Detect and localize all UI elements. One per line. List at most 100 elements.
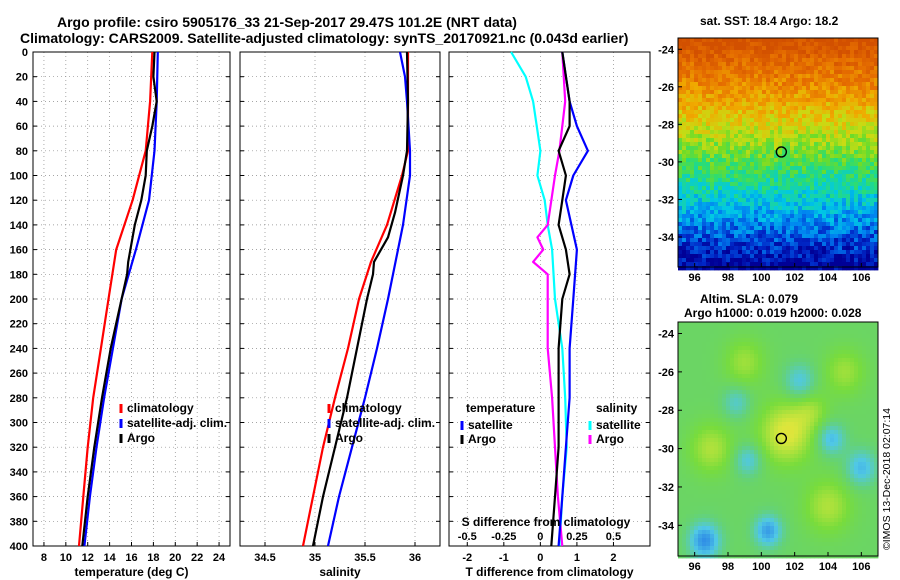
sst-map-cell [822, 238, 827, 243]
sst-map-cell [722, 258, 727, 263]
sla-map-cell [874, 442, 879, 447]
sst-map-cell [678, 234, 683, 239]
sst-map-cell [782, 234, 787, 239]
sla-map-cell [790, 398, 795, 403]
sla-map-cell [742, 358, 747, 363]
sla-map-cell [846, 398, 851, 403]
sla-map-cell [758, 374, 763, 379]
sla-map-cell [806, 346, 811, 351]
sla-map-cell [750, 338, 755, 343]
sla-map-cell [846, 366, 851, 371]
sst-map-cell [838, 218, 843, 223]
sla-map-cell [718, 454, 723, 459]
sst-map-cell [726, 62, 731, 67]
sst-map-cell [870, 234, 875, 239]
sst-map-cell [722, 254, 727, 259]
sst-map-cell [858, 206, 863, 211]
sst-map-cell [798, 82, 803, 87]
sst-map-cell [862, 214, 867, 219]
sst-map-cell [802, 58, 807, 63]
sla-map-cell [862, 390, 867, 395]
sst-map-cell [822, 242, 827, 247]
sst-map-cell [790, 38, 795, 43]
temperature-axis-label: temperature (deg C) [74, 565, 188, 579]
sst-map-cell [730, 38, 735, 43]
sst-map-cell [750, 226, 755, 231]
sla-map-cell [806, 422, 811, 427]
sst-map-cell [766, 150, 771, 155]
sst-map-cell [722, 166, 727, 171]
sst-map-cell [786, 102, 791, 107]
sst-map-cell [846, 46, 851, 51]
sla-map-cell [678, 442, 683, 447]
sla-map-cell [846, 374, 851, 379]
sla-map-cell [690, 378, 695, 383]
sla-map-cell [694, 350, 699, 355]
sst-map-cell [874, 118, 879, 123]
sst-map-cell [794, 94, 799, 99]
sst-map-cell [854, 66, 859, 71]
sst-map-cell [678, 166, 683, 171]
sla-map-cell [762, 402, 767, 407]
sla-map-cell [854, 446, 859, 451]
sst-map-cell [862, 50, 867, 55]
sla-map-cell [686, 362, 691, 367]
sst-map-cell [774, 178, 779, 183]
sla-map-cell [798, 326, 803, 331]
sst-map-cell [866, 114, 871, 119]
sst-map-cell [846, 158, 851, 163]
sst-map-cell [714, 242, 719, 247]
sla-map-cell [822, 390, 827, 395]
sst-map-cell [766, 102, 771, 107]
sla-map-cell [814, 342, 819, 347]
sst-map-cell [702, 242, 707, 247]
sst-map-cell [778, 90, 783, 95]
sla-map-cell [798, 434, 803, 439]
sla-map-cell [822, 450, 827, 455]
sst-map-cell [762, 194, 767, 199]
sla-map-cell [822, 322, 827, 327]
sst-map-cell [834, 38, 839, 43]
sst-map-cell [710, 206, 715, 211]
sst-map-cell [682, 174, 687, 179]
sst-map-cell [858, 162, 863, 167]
sla-map-cell [790, 362, 795, 367]
sla-map-cell [814, 442, 819, 447]
sst-map-cell [734, 42, 739, 47]
sst-map-cell [722, 202, 727, 207]
sst-map-cell [810, 62, 815, 67]
sla-map-cell [750, 346, 755, 351]
sla-map-cell [690, 326, 695, 331]
sst-map-cell [834, 86, 839, 91]
sst-map-cell [806, 106, 811, 111]
sla-map-cell [866, 342, 871, 347]
sst-map-cell [754, 110, 759, 115]
sst-map-cell [742, 110, 747, 115]
sla-map-cell [746, 334, 751, 339]
sst-map-cell [790, 206, 795, 211]
plot-frame [448, 51, 651, 547]
diff-axis-label: T difference from climatology [465, 565, 633, 579]
sla-map-cell [830, 410, 835, 415]
sla-map-cell [754, 398, 759, 403]
sst-map-cell [802, 246, 807, 251]
sst-map-cell [862, 58, 867, 63]
sst-map-cell [722, 170, 727, 175]
sla-map-cell [682, 382, 687, 387]
sla-map-cell [766, 326, 771, 331]
x-tick-label: -2 [462, 552, 472, 564]
sla-map-cell [838, 446, 843, 451]
sst-map-cell [774, 250, 779, 255]
sla-map-cell [762, 366, 767, 371]
sla-map-cell [870, 370, 875, 375]
sst-map-cell [682, 246, 687, 251]
sst-map-cell [742, 90, 747, 95]
sst-map-cell [838, 86, 843, 91]
sst-map-cell [762, 74, 767, 79]
sst-map-cell [698, 130, 703, 135]
sst-map-cell [714, 266, 719, 271]
sla-map-cell [714, 454, 719, 459]
sla-map-cell [798, 390, 803, 395]
sst-map-cell [742, 186, 747, 191]
sst-map-cell [858, 54, 863, 59]
